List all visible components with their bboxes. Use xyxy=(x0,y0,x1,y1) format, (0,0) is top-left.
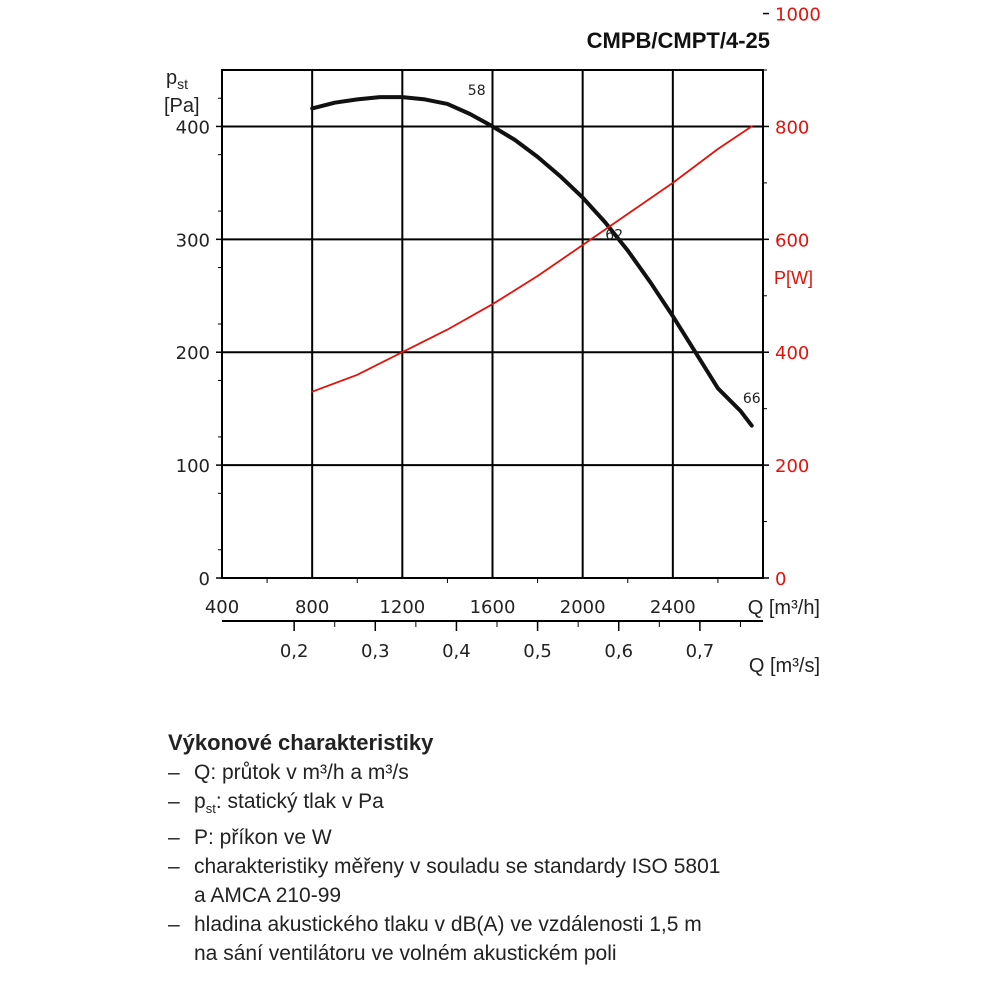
y-right-tick-label: 1000 xyxy=(775,5,821,26)
notes-block: Výkonové charakteristiky – Q: průtok v m³… xyxy=(168,728,968,968)
axes: 0 100 200 300 400 pst [Pa] 0 200 400 600 800 1000 P[W… xyxy=(164,5,821,677)
x2-tick-label: 0,2 xyxy=(280,641,309,662)
x-tick-label: 1200 xyxy=(379,597,425,618)
x2-tick-label: 0,3 xyxy=(361,641,390,662)
y-right-tick-label: 400 xyxy=(775,343,809,364)
pressure-curve xyxy=(310,95,754,428)
note-item: – Q: průtok v m³/h a m³/s xyxy=(168,758,968,787)
note-line: na sání ventilátoru ve volném akustickém… xyxy=(194,942,617,966)
note-line: charakteristiky měřeny v souladu se stan… xyxy=(194,855,721,879)
x-tick-label: 800 xyxy=(295,597,329,618)
chart-title: CMPB/CMPT/4-25 xyxy=(587,28,770,53)
curve-annotation: 58 xyxy=(468,83,486,99)
note-dash: – xyxy=(168,761,180,784)
note-line: P: příkon ve W xyxy=(194,826,332,850)
note-dash: – xyxy=(168,913,180,937)
notes-heading: Výkonové charakteristiky xyxy=(168,730,434,755)
note-item: – pst: statický tlak v Pa xyxy=(168,787,968,823)
x2-tick-label: 0,4 xyxy=(442,641,471,662)
y-left-tick-label: 100 xyxy=(176,456,210,477)
y-right-tick-label: 200 xyxy=(775,456,809,477)
x-tick-label: 400 xyxy=(205,597,239,618)
note-dash: – xyxy=(168,826,180,850)
note-dash: – xyxy=(168,790,180,813)
y-left-tick-label: 300 xyxy=(176,230,210,251)
y-left-tick-label: 400 xyxy=(176,117,210,138)
y-left-tick-label: 200 xyxy=(176,343,210,364)
x2-tick-label: 0,5 xyxy=(523,641,552,662)
note-item: – P: příkon ve W xyxy=(168,823,968,852)
note-line: Q: průtok v m³/h a m³/s xyxy=(194,761,409,784)
grid xyxy=(221,69,764,579)
note-line: pst: statický tlak v Pa xyxy=(194,790,384,817)
chart: CMPB/CMPT/4-25 0 100 200 300 400 pst [Pa] 0 200 4… xyxy=(164,5,821,677)
note-line: a AMCA 210-99 xyxy=(194,884,342,908)
labels-group: 58 62 66 xyxy=(468,83,761,407)
note-item: – charakteristiky měřeny v souladu se sta… xyxy=(168,852,968,910)
note-item: – hladina akustického tlaku v dB(A) ve vz… xyxy=(168,910,968,968)
x2-tick-label: 0,6 xyxy=(604,641,633,662)
x-tick-label: 2000 xyxy=(560,597,606,618)
y-left-tick-label: 0 xyxy=(199,569,210,590)
x2-axis-label: Q [m³/s] xyxy=(749,655,820,677)
note-line: hladina akustického tlaku v dB(A) ve vzd… xyxy=(194,913,702,937)
y-right-tick-label: 0 xyxy=(775,569,786,590)
power-curve xyxy=(311,125,753,393)
x2-tick-label: 0,7 xyxy=(686,641,715,662)
y-left-axis-label: pst xyxy=(166,67,188,92)
y-right-tick-label: 800 xyxy=(775,117,809,138)
series-group xyxy=(310,95,754,428)
note-dash: – xyxy=(168,855,180,879)
y-right-tick-label: 600 xyxy=(775,230,809,251)
x-axis-label: Q [m³/h] xyxy=(748,597,820,619)
x-tick-label: 1600 xyxy=(470,597,516,618)
curve-annotation: 66 xyxy=(743,391,761,407)
curve-annotation: 62 xyxy=(605,227,623,243)
x-tick-label: 2400 xyxy=(650,597,696,618)
y-right-axis-label: P[W] xyxy=(774,268,813,288)
notes-list: – Q: průtok v m³/h a m³/s – pst: statický t… xyxy=(168,758,968,968)
y-left-axis-unit: [Pa] xyxy=(164,95,200,117)
